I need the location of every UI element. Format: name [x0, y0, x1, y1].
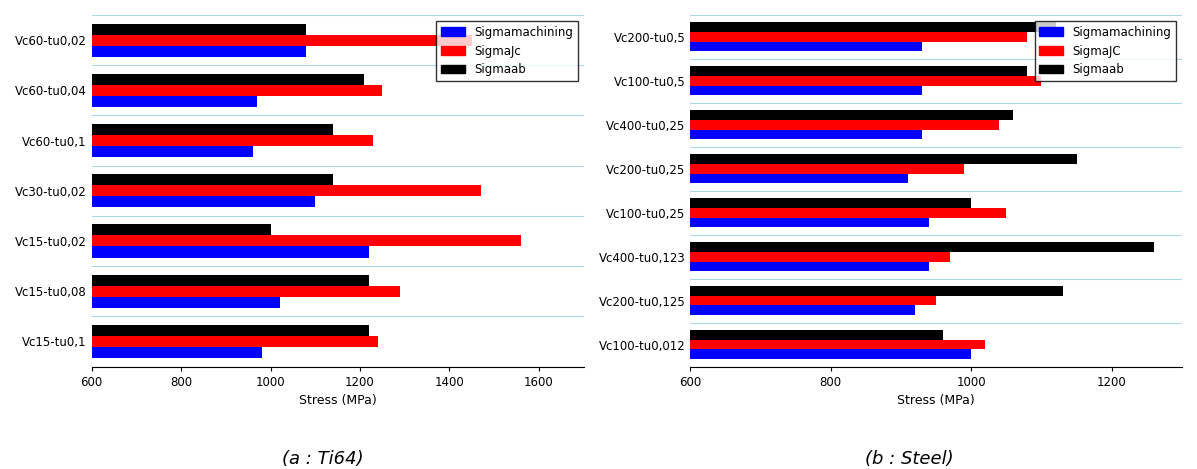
Bar [691, 120, 999, 130]
Bar [691, 218, 929, 227]
Bar [92, 235, 521, 247]
Bar [691, 110, 1014, 120]
Bar [691, 164, 965, 174]
Bar [691, 32, 1027, 42]
Bar [691, 42, 922, 52]
Bar [691, 262, 929, 271]
Bar [691, 286, 1063, 296]
Bar [691, 86, 922, 95]
X-axis label: Stress (MPa): Stress (MPa) [299, 394, 377, 407]
Bar [691, 174, 909, 183]
Bar [92, 124, 333, 135]
Bar [691, 76, 1041, 86]
Bar [92, 297, 280, 308]
Bar [92, 85, 382, 96]
Bar [691, 242, 1154, 252]
Bar [691, 208, 1007, 218]
Text: (a : Ti64): (a : Ti64) [282, 450, 364, 469]
Bar [92, 35, 472, 45]
Bar [691, 67, 1027, 76]
Bar [92, 74, 364, 85]
Legend: Sigmamachining, SigmaJC, Sigmaab: Sigmamachining, SigmaJC, Sigmaab [1034, 21, 1177, 81]
Bar [92, 286, 400, 297]
X-axis label: Stress (MPa): Stress (MPa) [898, 394, 976, 407]
Bar [92, 135, 373, 146]
Bar [92, 174, 333, 185]
Bar [691, 349, 971, 359]
Bar [691, 340, 985, 349]
Bar [691, 296, 936, 305]
Bar [691, 330, 943, 340]
Bar [691, 198, 971, 208]
Bar [92, 275, 369, 286]
Bar [92, 224, 271, 235]
Bar [691, 252, 950, 262]
Bar [92, 185, 481, 197]
Text: (b : Steel): (b : Steel) [865, 450, 954, 469]
Bar [691, 305, 915, 315]
Bar [92, 325, 369, 336]
Bar [92, 23, 306, 35]
Bar [691, 154, 1076, 164]
Bar [92, 336, 378, 347]
Legend: Sigmamachining, SigmaJc, Sigmaab: Sigmamachining, SigmaJc, Sigmaab [436, 21, 578, 81]
Bar [92, 247, 369, 257]
Bar [92, 197, 315, 207]
Bar [691, 23, 1056, 32]
Bar [92, 96, 257, 107]
Bar [92, 146, 253, 157]
Bar [92, 45, 306, 57]
Bar [92, 347, 262, 358]
Bar [691, 130, 922, 139]
